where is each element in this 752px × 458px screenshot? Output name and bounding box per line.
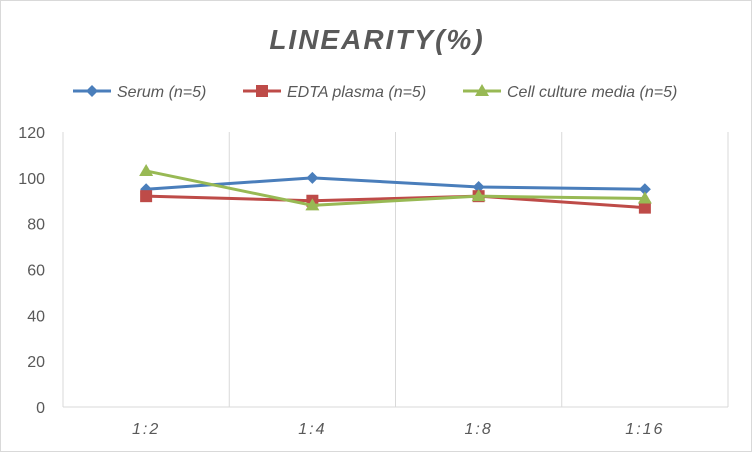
triangle-marker <box>637 191 652 204</box>
y-tick-label: 100 <box>18 171 45 188</box>
x-tick-label: 1:16 <box>625 421 664 438</box>
square-marker <box>638 201 651 214</box>
x-tick-label: 1:8 <box>465 421 493 438</box>
series-line <box>145 169 645 207</box>
y-tick-label: 20 <box>27 354 45 371</box>
legend-item: Cell culture media (n=5) <box>463 84 677 101</box>
legend-label: Serum (n=5) <box>117 84 206 101</box>
triangle-marker <box>471 189 486 202</box>
y-tick-label: 80 <box>27 217 45 234</box>
square-marker <box>140 190 153 203</box>
axes: 0 20 40 60 80 100 120 1:2 1:4 1:8 1:16 <box>18 125 728 438</box>
legend-item: EDTA plasma (n=5) <box>243 84 426 101</box>
triangle-marker <box>305 198 320 211</box>
y-tick-label: 60 <box>27 263 45 280</box>
y-tick-label: 120 <box>18 125 45 142</box>
legend: Serum (n=5) EDTA plasma (n=5) Cell culture… <box>73 84 677 101</box>
legend-label: EDTA plasma (n=5) <box>287 84 426 101</box>
triangle-marker <box>475 84 489 96</box>
triangle-marker <box>139 163 154 176</box>
diamond-marker <box>86 85 98 97</box>
y-tick-label: 0 <box>36 400 45 417</box>
diamond-marker <box>472 181 485 193</box>
series-line <box>146 176 645 191</box>
legend-item: Serum (n=5) <box>73 84 206 101</box>
series-2 <box>139 163 652 211</box>
series-line <box>146 194 645 210</box>
series-group <box>139 163 652 214</box>
diamond-marker <box>306 171 319 184</box>
square-marker <box>256 85 268 97</box>
y-tick-label: 40 <box>27 308 45 325</box>
legend-label: Cell culture media (n=5) <box>507 84 677 101</box>
chart-title: LINEARITY(%) <box>269 24 484 55</box>
diamond-marker <box>638 183 651 196</box>
grid <box>62 132 729 407</box>
x-tick-label: 1:2 <box>132 421 160 438</box>
x-tick-label: 1:4 <box>298 421 326 438</box>
